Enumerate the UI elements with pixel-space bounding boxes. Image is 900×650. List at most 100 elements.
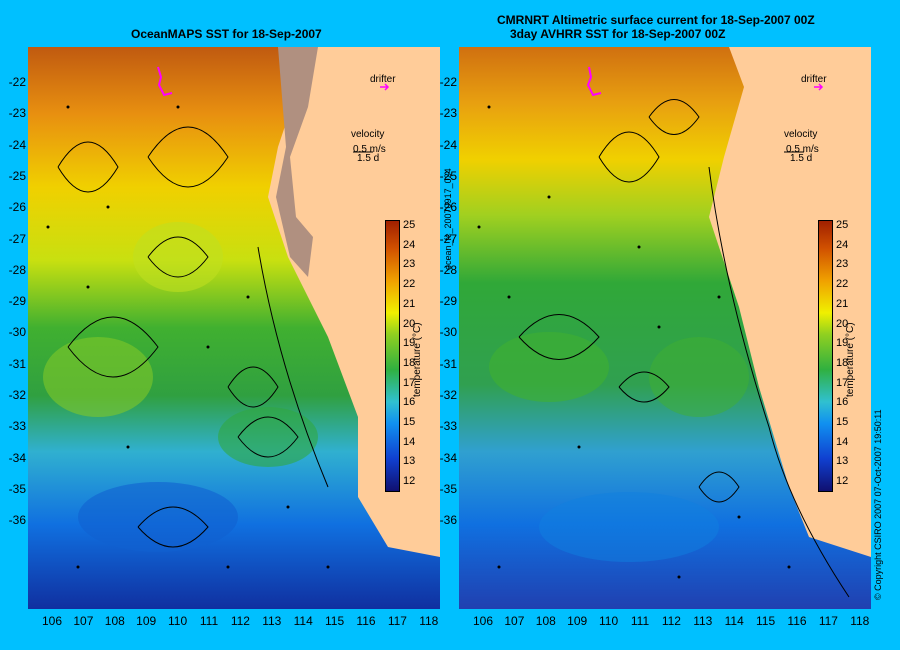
left-lat-tick-label: -27 — [8, 231, 26, 246]
right-lat-tick-label: -23 — [439, 106, 457, 121]
left-colorbar-tick-label: 14 — [403, 435, 416, 448]
temperature-colorbar — [818, 220, 833, 492]
left-map-title: OceanMAPS SST for 18-Sep-2007 — [131, 27, 322, 41]
left-lon-tick-label: 110 — [168, 614, 188, 628]
right-lon-tick-label: 109 — [567, 614, 588, 628]
forecast-run-label: ocean_fc_20070917_024 — [443, 168, 453, 270]
left-lon-tick-label: 118 — [419, 614, 439, 628]
right-lon-tick-label: 116 — [787, 614, 807, 628]
right-map-canvas — [459, 47, 871, 609]
left-lat-tick-label: -22 — [8, 75, 26, 89]
right-lat-tick-label: -28 — [439, 262, 457, 277]
left-colorbar-tick-label: 23 — [403, 258, 416, 271]
right-lon-tick-label: 106 — [472, 614, 494, 628]
left-lon-tick-label: 106 — [41, 614, 63, 628]
left-lon-tick-label: 109 — [136, 614, 157, 628]
left-colorbar-tick-label: 24 — [403, 238, 416, 251]
left-colorbar-tick-label: 22 — [403, 278, 416, 291]
left-lat-tick-label: -32 — [8, 388, 26, 402]
left-lon-tick-label: 115 — [325, 614, 345, 628]
left-colorbar-tick-label: 16 — [403, 396, 416, 409]
right-colorbar-tick-label: 19 — [836, 337, 849, 350]
right-colorbar-tick-label: 23 — [836, 258, 849, 271]
right-lon-tick-label: 111 — [630, 614, 650, 628]
velocity-time-label: 1.5 d — [790, 153, 813, 164]
right-colorbar-tick-label: 25 — [836, 219, 849, 231]
right-map-title-line1: CMRNRT Altimetric surface current for 18… — [497, 13, 815, 27]
left-lat-tick-label: -28 — [8, 262, 26, 277]
left-colorbar-tick-label: 18 — [403, 356, 416, 369]
left-colorbar-tick-label: 13 — [403, 455, 416, 468]
left-lat-tick-label: -36 — [8, 513, 26, 528]
right-colorbar-tick-label: 18 — [836, 356, 849, 369]
right-colorbar-tick-label: 20 — [836, 317, 849, 330]
right-colorbar-tick-label: 14 — [836, 435, 849, 448]
left-colorbar-tick-label: 20 — [403, 317, 416, 330]
right-lat-tick-label: -30 — [439, 325, 457, 340]
right-lat-tick-label: -32 — [439, 388, 457, 402]
velocity-scale-label: 0.5 m/s — [353, 144, 386, 155]
left-lon-tick-label: 107 — [73, 614, 94, 628]
right-lon-tick-label: 110 — [599, 614, 619, 628]
left-colorbar-tick-label: 19 — [403, 337, 416, 350]
right-lat-tick-label: -24 — [439, 137, 457, 152]
left-lon-tick-label: 111 — [199, 614, 219, 628]
left-colorbar-tick-label: 25 — [403, 219, 416, 231]
right-lat-tick-label: -35 — [439, 481, 457, 496]
drifter-legend-arrow-icon — [814, 83, 824, 91]
right-colorbar-tick-label: 15 — [836, 416, 849, 428]
right-lat-tick-label: -33 — [439, 419, 457, 434]
temperature-colorbar — [385, 220, 400, 492]
right-lat-tick-label: -26 — [439, 200, 457, 215]
left-colorbar-tick-label: 21 — [403, 297, 416, 310]
copyright-label: © Copyright CSIRO 2007 07-Oct-2007 19:50… — [873, 409, 883, 600]
drifter-legend-label: drifter — [370, 74, 396, 85]
drifter-legend-label: drifter — [801, 74, 827, 85]
right-colorbar-tick-label: 16 — [836, 396, 849, 409]
right-lon-tick-label: 118 — [850, 614, 870, 628]
right-lat-tick-label: -31 — [439, 356, 457, 371]
right-lat-tick-label: -29 — [439, 294, 457, 309]
left-lat-tick-label: -31 — [8, 356, 26, 371]
left-lat-tick-label: -35 — [8, 481, 26, 496]
right-lon-tick-label: 112 — [661, 614, 681, 628]
left-lat-tick-label: -33 — [8, 419, 26, 434]
right-sst-map: drifter velocity 0.5 m/s 1.5 d temperatu… — [459, 47, 871, 609]
right-colorbar-tick-label: 17 — [836, 376, 849, 389]
left-lat-tick-label: -24 — [8, 137, 26, 152]
right-lat-tick-label: -25 — [439, 168, 457, 183]
left-lat-tick-label: -34 — [8, 450, 26, 465]
drifter-legend-arrow-icon — [380, 83, 390, 91]
right-map-title-line2: 3day AVHRR SST for 18-Sep-2007 00Z — [510, 27, 726, 41]
left-colorbar-tick-label: 17 — [403, 376, 416, 389]
velocity-legend-label: velocity — [351, 129, 385, 140]
left-lon-tick-label: 112 — [230, 614, 250, 628]
right-lon-tick-label: 114 — [724, 614, 744, 628]
right-lon-tick-label: 113 — [693, 614, 713, 628]
velocity-time-label: 1.5 d — [357, 153, 380, 164]
left-colorbar-tick-label: 12 — [403, 475, 416, 488]
velocity-scale-label: 0.5 m/s — [786, 144, 819, 155]
left-lon-tick-label: 113 — [262, 614, 282, 628]
left-lat-tick-label: -30 — [8, 325, 26, 340]
left-lon-tick-label: 108 — [104, 614, 125, 628]
velocity-legend-label: velocity — [784, 129, 818, 140]
right-colorbar-tick-label: 21 — [836, 297, 849, 310]
drifter-track-icon — [157, 66, 173, 97]
right-lat-tick-label: -34 — [439, 450, 457, 465]
right-lon-tick-label: 108 — [535, 614, 556, 628]
right-lat-tick-label: -22 — [439, 75, 457, 89]
left-lon-tick-label: 114 — [293, 614, 313, 628]
left-lat-tick-label: -23 — [8, 106, 26, 121]
left-lat-tick-label: -25 — [8, 168, 26, 183]
right-lon-tick-label: 107 — [504, 614, 525, 628]
left-sst-map: drifter velocity 0.5 m/s 1.5 d temperatu… — [28, 47, 440, 609]
right-colorbar-tick-label: 13 — [836, 455, 849, 468]
right-lat-tick-label: -36 — [439, 513, 457, 528]
left-lon-tick-label: 117 — [387, 614, 407, 628]
right-lon-tick-label: 115 — [756, 614, 776, 628]
right-lon-tick-label: 117 — [818, 614, 838, 628]
left-colorbar-tick-label: 15 — [403, 416, 416, 428]
right-colorbar-tick-label: 22 — [836, 278, 849, 291]
left-map-canvas — [28, 47, 440, 609]
